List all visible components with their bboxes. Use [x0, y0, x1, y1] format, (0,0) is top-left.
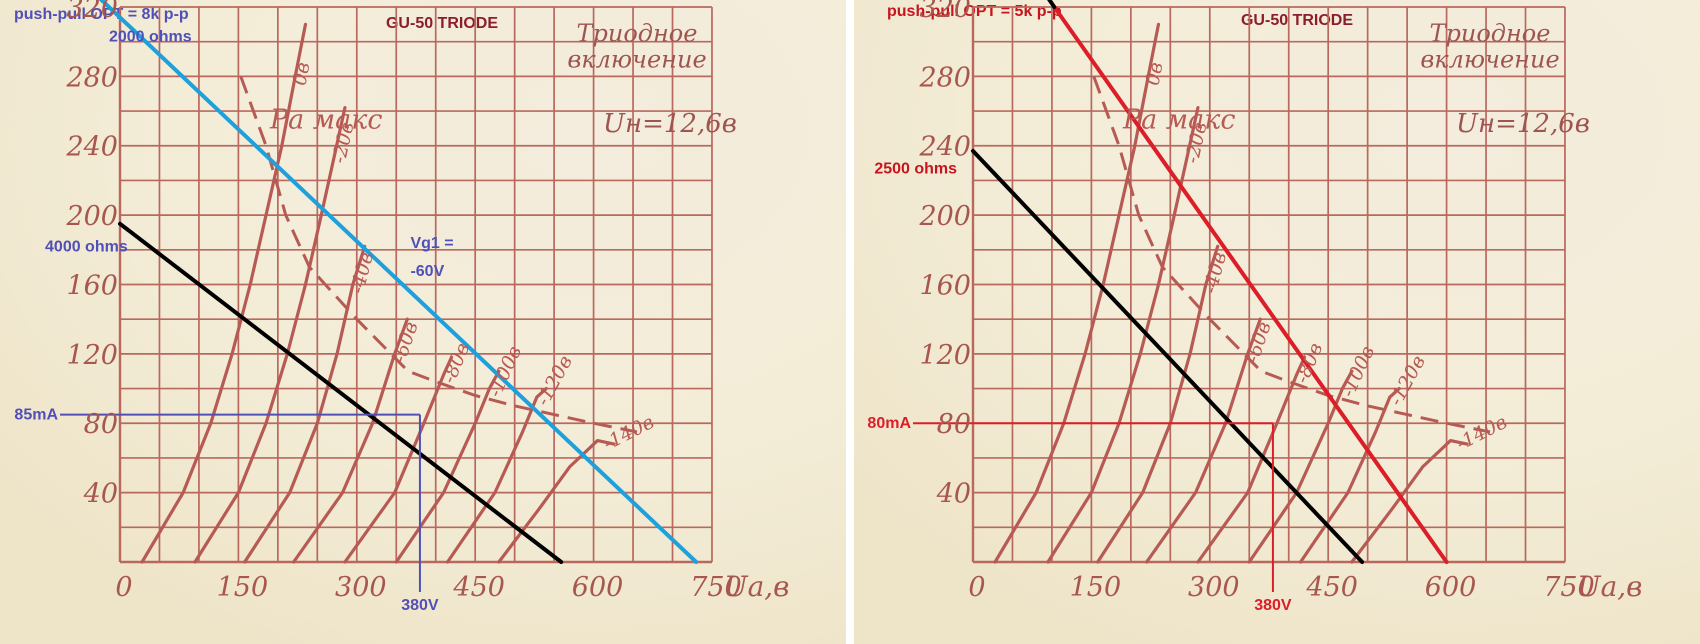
y-tick-label: 240	[65, 132, 118, 163]
annotation-label: 4000 ohms	[45, 239, 128, 256]
y-tick-label: 80	[84, 409, 118, 440]
annotation-label: -60V	[410, 263, 444, 280]
box-text-line: включение	[1420, 46, 1559, 74]
pmax-label: Pа макс	[1122, 104, 1236, 135]
panel-separator	[846, 0, 854, 644]
operating-point-y-label: 80mA	[867, 415, 911, 432]
annotation-label: 2000 ohms	[109, 29, 192, 46]
grid-voltage-label: 0в	[289, 60, 315, 87]
annotation-label: 2500 ohms	[874, 160, 957, 177]
y-tick-label: 120	[919, 340, 971, 371]
y-tick-label: 280	[65, 62, 118, 93]
y-tick-label: 200	[65, 201, 118, 232]
pmax-label: Pа макс	[269, 104, 383, 135]
operating-point-x-label: 380V	[401, 597, 439, 614]
x-axis-label: Uа,в	[724, 570, 790, 603]
x-tick-label: 150	[1070, 572, 1122, 603]
y-tick-label: 320	[919, 0, 971, 24]
x-tick-label: 150	[217, 572, 269, 603]
box-text-line: Триодное	[577, 20, 698, 48]
chart-panel-right: push-pull OPT = 5k p-p GU-50 TRIODE 0 150…	[854, 0, 1700, 644]
operating-point-x-label: 380V	[1254, 597, 1292, 614]
x-tick-label: 450	[1305, 572, 1358, 603]
paper-background	[0, 0, 846, 644]
y-tick-label: 40	[936, 479, 971, 510]
box-text-line: Триодное	[1430, 20, 1551, 48]
heater-voltage-label: Uн=12,6в	[603, 109, 737, 139]
y-tick-label: 160	[919, 270, 971, 301]
chart-title: GU-50 TRIODE	[1241, 12, 1353, 29]
heater-voltage-label: Uн=12,6в	[1456, 109, 1590, 139]
x-tick-label: 0	[968, 572, 985, 603]
y-tick-label: 200	[918, 201, 971, 232]
x-tick-label: 0	[115, 572, 132, 603]
box-text-line: включение	[567, 46, 706, 74]
x-tick-label: 300	[335, 572, 387, 603]
operating-point-y-label: 85mA	[14, 407, 58, 424]
x-tick-label: 600	[1425, 572, 1477, 603]
y-tick-label: 40	[83, 479, 118, 510]
chart-title: GU-50 TRIODE	[386, 15, 498, 32]
annotation-label: Vg1 =	[410, 235, 453, 252]
x-tick-label: 300	[1188, 572, 1240, 603]
y-tick-label: 320	[66, 0, 118, 24]
x-axis-label: Uа,в	[1577, 570, 1643, 603]
grid-voltage-label: 0в	[1142, 60, 1168, 87]
x-tick-label: 600	[572, 572, 624, 603]
y-tick-label: 240	[918, 132, 971, 163]
y-tick-label: 120	[66, 340, 118, 371]
chart-panel-left: push-pull OPT = 8k p-p GU-50 TRIODE 0 150…	[0, 0, 846, 644]
chart-subtitle: push-pull OPT = 5k p-p	[887, 3, 1062, 20]
y-tick-label: 280	[918, 62, 971, 93]
y-tick-label: 160	[66, 270, 118, 301]
x-tick-label: 450	[452, 572, 505, 603]
y-tick-label: 80	[937, 409, 971, 440]
